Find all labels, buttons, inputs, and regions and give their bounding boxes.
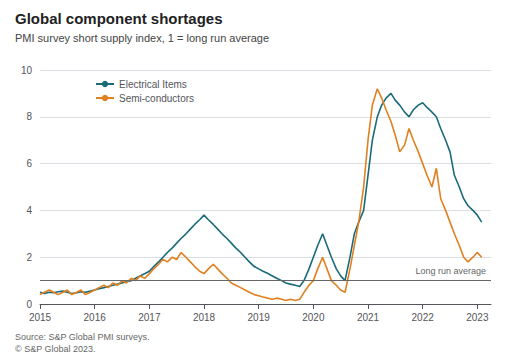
svg-text:2023: 2023 xyxy=(466,312,489,323)
svg-text:2016: 2016 xyxy=(84,312,107,323)
svg-text:2018: 2018 xyxy=(193,312,216,323)
svg-text:2017: 2017 xyxy=(138,312,161,323)
svg-text:© S&P Global 2023.: © S&P Global 2023. xyxy=(15,344,96,354)
svg-text:2020: 2020 xyxy=(302,312,325,323)
svg-text:2015: 2015 xyxy=(29,312,52,323)
svg-text:Electrical Items: Electrical Items xyxy=(119,79,187,90)
svg-text:2: 2 xyxy=(26,252,32,263)
svg-text:2022: 2022 xyxy=(412,312,435,323)
svg-text:Global component shortages: Global component shortages xyxy=(15,10,223,27)
svg-text:8: 8 xyxy=(26,111,32,122)
svg-text:10: 10 xyxy=(21,65,33,76)
svg-text:Source: S&P Global PMI surveys: Source: S&P Global PMI surveys. xyxy=(15,332,149,342)
svg-text:2021: 2021 xyxy=(357,312,380,323)
svg-text:2019: 2019 xyxy=(248,312,271,323)
svg-text:6: 6 xyxy=(26,158,32,169)
svg-text:Semi-conductors: Semi-conductors xyxy=(119,93,194,104)
svg-text:Long run average: Long run average xyxy=(415,266,486,276)
svg-text:0: 0 xyxy=(26,299,32,310)
svg-text:4: 4 xyxy=(26,205,32,216)
svg-text:PMI survey short supply index,: PMI survey short supply index, 1 = long … xyxy=(15,32,269,44)
